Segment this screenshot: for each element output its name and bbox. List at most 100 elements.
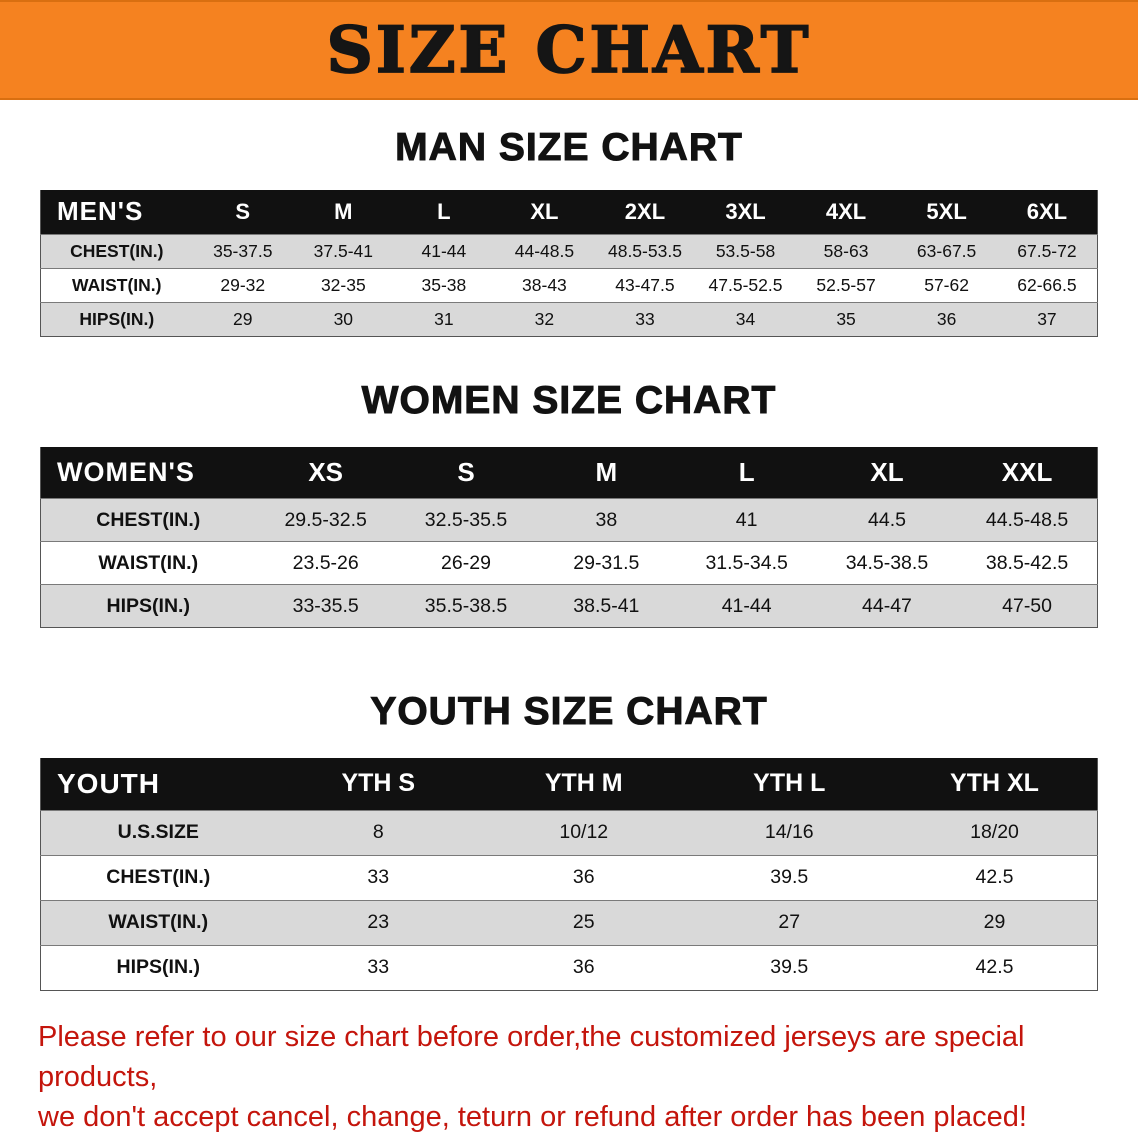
youth-chart-heading: YOUTH SIZE CHART <box>370 690 768 734</box>
size-column-header: 5XL <box>926 198 967 224</box>
women-chart-heading: WOMEN SIZE CHART <box>361 378 777 422</box>
table-header-row: MEN'S S M L XL 2XL 3XL 4XL 5XL 6XL <box>40 190 1098 234</box>
table-row: CHEST(IN.) 29.5-32.5 32.5-35.5 38 41 44.5 44.5… <box>40 498 1098 542</box>
row-label: HIPS(IN.) <box>116 956 200 978</box>
size-column-header: XS <box>308 456 343 487</box>
size-value-cell: 14/16 <box>764 821 814 843</box>
size-value-cell: 25 <box>572 911 595 933</box>
table-row: CHEST(IN.) 35-37.5 37.5-41 41-44 44-48.5 48.5… <box>40 234 1098 268</box>
size-value-cell: 39.5 <box>770 866 809 888</box>
size-value-cell: 18/20 <box>970 821 1019 843</box>
table-header-row: YOUTH YTH S YTH M YTH L YTH XL <box>40 758 1098 810</box>
table-row: HIPS(IN.) 29 30 31 32 33 34 35 36 37 <box>40 302 1098 336</box>
size-value-cell: 30 <box>333 308 354 329</box>
disclaimer: Please refer to our size chart before or… <box>0 991 1138 1137</box>
men-chart-heading: MAN SIZE CHART <box>395 126 743 170</box>
size-value-cell: 53.5-58 <box>715 240 776 261</box>
table-header-row: WOMEN'S XS S M L XL XXL <box>40 446 1098 499</box>
size-value-cell: 10/12 <box>559 821 609 843</box>
page-title: SIZE CHART <box>326 12 812 89</box>
row-label: WAIST(IN.) <box>98 551 199 574</box>
table-row: HIPS(IN.) 33 36 39.5 42.5 <box>40 945 1098 990</box>
size-value-cell: 34.5-38.5 <box>845 551 929 574</box>
row-label: HIPS(IN.) <box>79 308 155 329</box>
row-label: WAIST(IN.) <box>108 911 209 933</box>
size-value-cell: 8 <box>372 821 384 843</box>
women-size-section: WOMEN SIZE CHART WOMEN'S XS S M L XL XXL CHEST(… <box>0 378 1138 628</box>
size-column-header: S <box>235 198 251 224</box>
size-column-header: XL <box>870 456 904 487</box>
size-value-cell: 35-37.5 <box>213 240 273 261</box>
size-column-header: M <box>595 456 618 487</box>
row-label: CHEST(IN.) <box>96 508 201 531</box>
size-value-cell: 32.5-35.5 <box>424 508 508 531</box>
size-value-cell: 44.5 <box>868 508 906 531</box>
size-value-cell: 38 <box>595 508 618 531</box>
size-value-cell: 42.5 <box>975 956 1014 978</box>
row-label: HIPS(IN.) <box>106 594 190 617</box>
size-column-header: 6XL <box>1026 198 1068 224</box>
size-column-header: YTH L <box>753 769 826 798</box>
disclaimer-line-1: Please refer to our size chart before or… <box>38 1020 1025 1093</box>
size-value-cell: 35-38 <box>421 274 467 295</box>
size-value-cell: 37.5-41 <box>313 240 373 261</box>
table-corner-label: WOMEN'S <box>57 456 195 487</box>
row-label: WAIST(IN.) <box>72 274 162 295</box>
size-column-header: 4XL <box>825 198 867 224</box>
size-column-header: YTH M <box>544 769 623 798</box>
table-corner-label: MEN'S <box>57 196 144 227</box>
size-value-cell: 52.5-57 <box>816 274 876 295</box>
table-corner-label: YOUTH <box>57 767 160 799</box>
size-value-cell: 38.5-42.5 <box>985 551 1069 574</box>
size-value-cell: 36 <box>936 308 957 329</box>
size-value-cell: 35 <box>836 308 856 329</box>
size-value-cell: 29.5-32.5 <box>284 508 367 531</box>
row-label: CHEST(IN.) <box>106 866 211 888</box>
size-value-cell: 41-44 <box>421 240 467 261</box>
size-value-cell: 29 <box>983 911 1006 933</box>
size-value-cell: 44-48.5 <box>514 240 575 261</box>
table-row: CHEST(IN.) 33 36 39.5 42.5 <box>40 855 1098 900</box>
row-label: U.S.SIZE <box>117 821 199 843</box>
size-value-cell: 23 <box>367 911 390 933</box>
size-value-cell: 41-44 <box>721 594 772 617</box>
size-value-cell: 31.5-34.5 <box>705 551 788 574</box>
size-column-header: XXL <box>1001 456 1053 487</box>
size-value-cell: 38.5-41 <box>573 594 640 617</box>
size-value-cell: 43-47.5 <box>615 274 675 295</box>
youth-size-table: YOUTH YTH S YTH M YTH L YTH XL U.S.SIZE 8 10/12… <box>40 758 1098 991</box>
size-value-cell: 58-63 <box>823 240 869 261</box>
women-size-table: WOMEN'S XS S M L XL XXL CHEST(IN.) 29.5-32.5 32.5… <box>40 446 1098 628</box>
size-column-header: 3XL <box>725 198 766 224</box>
size-value-cell: 34 <box>735 308 756 329</box>
size-value-cell: 33 <box>367 956 390 978</box>
size-value-cell: 47-50 <box>1002 594 1052 617</box>
size-value-cell: 33 <box>367 866 390 888</box>
size-column-header: YTH XL <box>950 769 1039 798</box>
size-column-header: XL <box>530 198 559 224</box>
size-value-cell: 47.5-52.5 <box>708 274 783 295</box>
size-value-cell: 62-66.5 <box>1017 274 1077 295</box>
size-column-header: L <box>437 198 451 224</box>
size-value-cell: 63-67.5 <box>916 240 977 261</box>
row-label: CHEST(IN.) <box>70 240 164 261</box>
table-row: HIPS(IN.) 33-35.5 35.5-38.5 38.5-41 41-44 44-… <box>40 584 1098 628</box>
title-banner: SIZE CHART <box>0 0 1138 100</box>
table-row: U.S.SIZE 8 10/12 14/16 18/20 <box>40 810 1098 855</box>
size-value-cell: 29 <box>233 308 253 329</box>
size-column-header: S <box>457 456 475 487</box>
youth-size-section: YOUTH SIZE CHART YOUTH YTH S YTH M YTH L YTH… <box>0 690 1138 991</box>
size-value-cell: 44-47 <box>862 594 912 617</box>
size-value-cell: 48.5-53.5 <box>607 240 682 261</box>
table-row: WAIST(IN.) 29-32 32-35 35-38 38-43 43-47.5 47.… <box>40 268 1098 302</box>
size-value-cell: 29-32 <box>220 274 266 295</box>
size-value-cell: 42.5 <box>975 866 1014 888</box>
table-row: WAIST(IN.) 23 25 27 29 <box>40 900 1098 945</box>
size-value-cell: 35.5-38.5 <box>424 594 508 617</box>
size-value-cell: 44.5-48.5 <box>985 508 1069 531</box>
size-value-cell: 27 <box>778 911 801 933</box>
size-value-cell: 33-35.5 <box>292 594 359 617</box>
size-value-cell: 36 <box>572 866 595 888</box>
table-row: WAIST(IN.) 23.5-26 26-29 29-31.5 31.5-34.5 34… <box>40 541 1098 585</box>
